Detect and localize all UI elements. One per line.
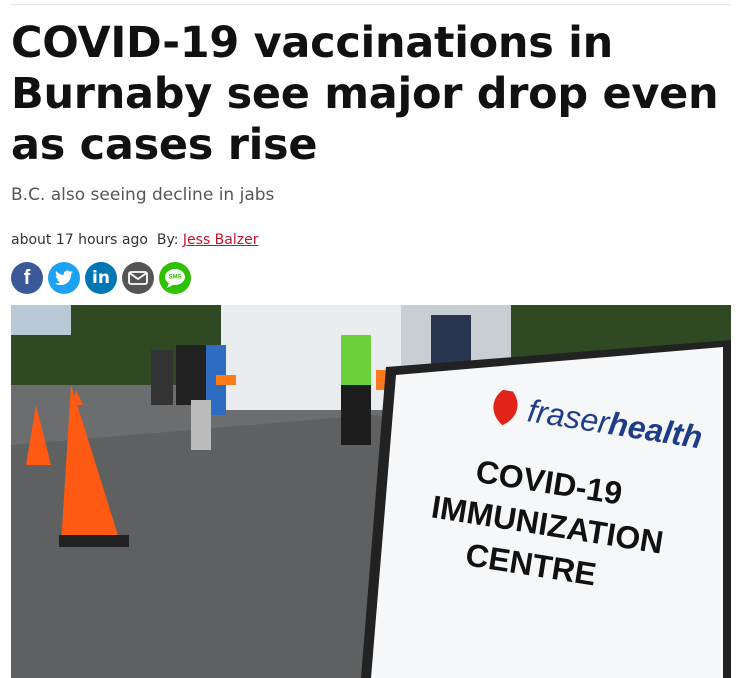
share-bar: f in SMS: [11, 262, 191, 294]
twitter-button[interactable]: [48, 262, 80, 294]
sms-label: SMS: [168, 275, 181, 281]
article-photo: fraserhealth COVID-19 IMMUNIZATION CENTR…: [11, 305, 731, 678]
sms-icon: SMS: [165, 269, 185, 288]
subtitle: B.C. also seeing decline in jabs: [11, 185, 275, 205]
author-link[interactable]: Jess Balzer: [182, 232, 259, 248]
twitter-icon: [55, 270, 73, 286]
facebook-button[interactable]: f: [11, 262, 43, 294]
email-icon: [128, 271, 148, 285]
timestamp: about 17 hours ago: [11, 232, 148, 248]
byline-prefix: By:: [156, 232, 179, 248]
email-button[interactable]: [122, 262, 154, 294]
divider: [11, 4, 731, 5]
sms-button[interactable]: SMS: [159, 262, 191, 294]
headline: COVID-19 vaccinations in Burnaby see maj…: [11, 18, 719, 170]
linkedin-button[interactable]: in: [85, 262, 117, 294]
meta: about 17 hours ago By: Jess Balzer: [11, 232, 258, 248]
